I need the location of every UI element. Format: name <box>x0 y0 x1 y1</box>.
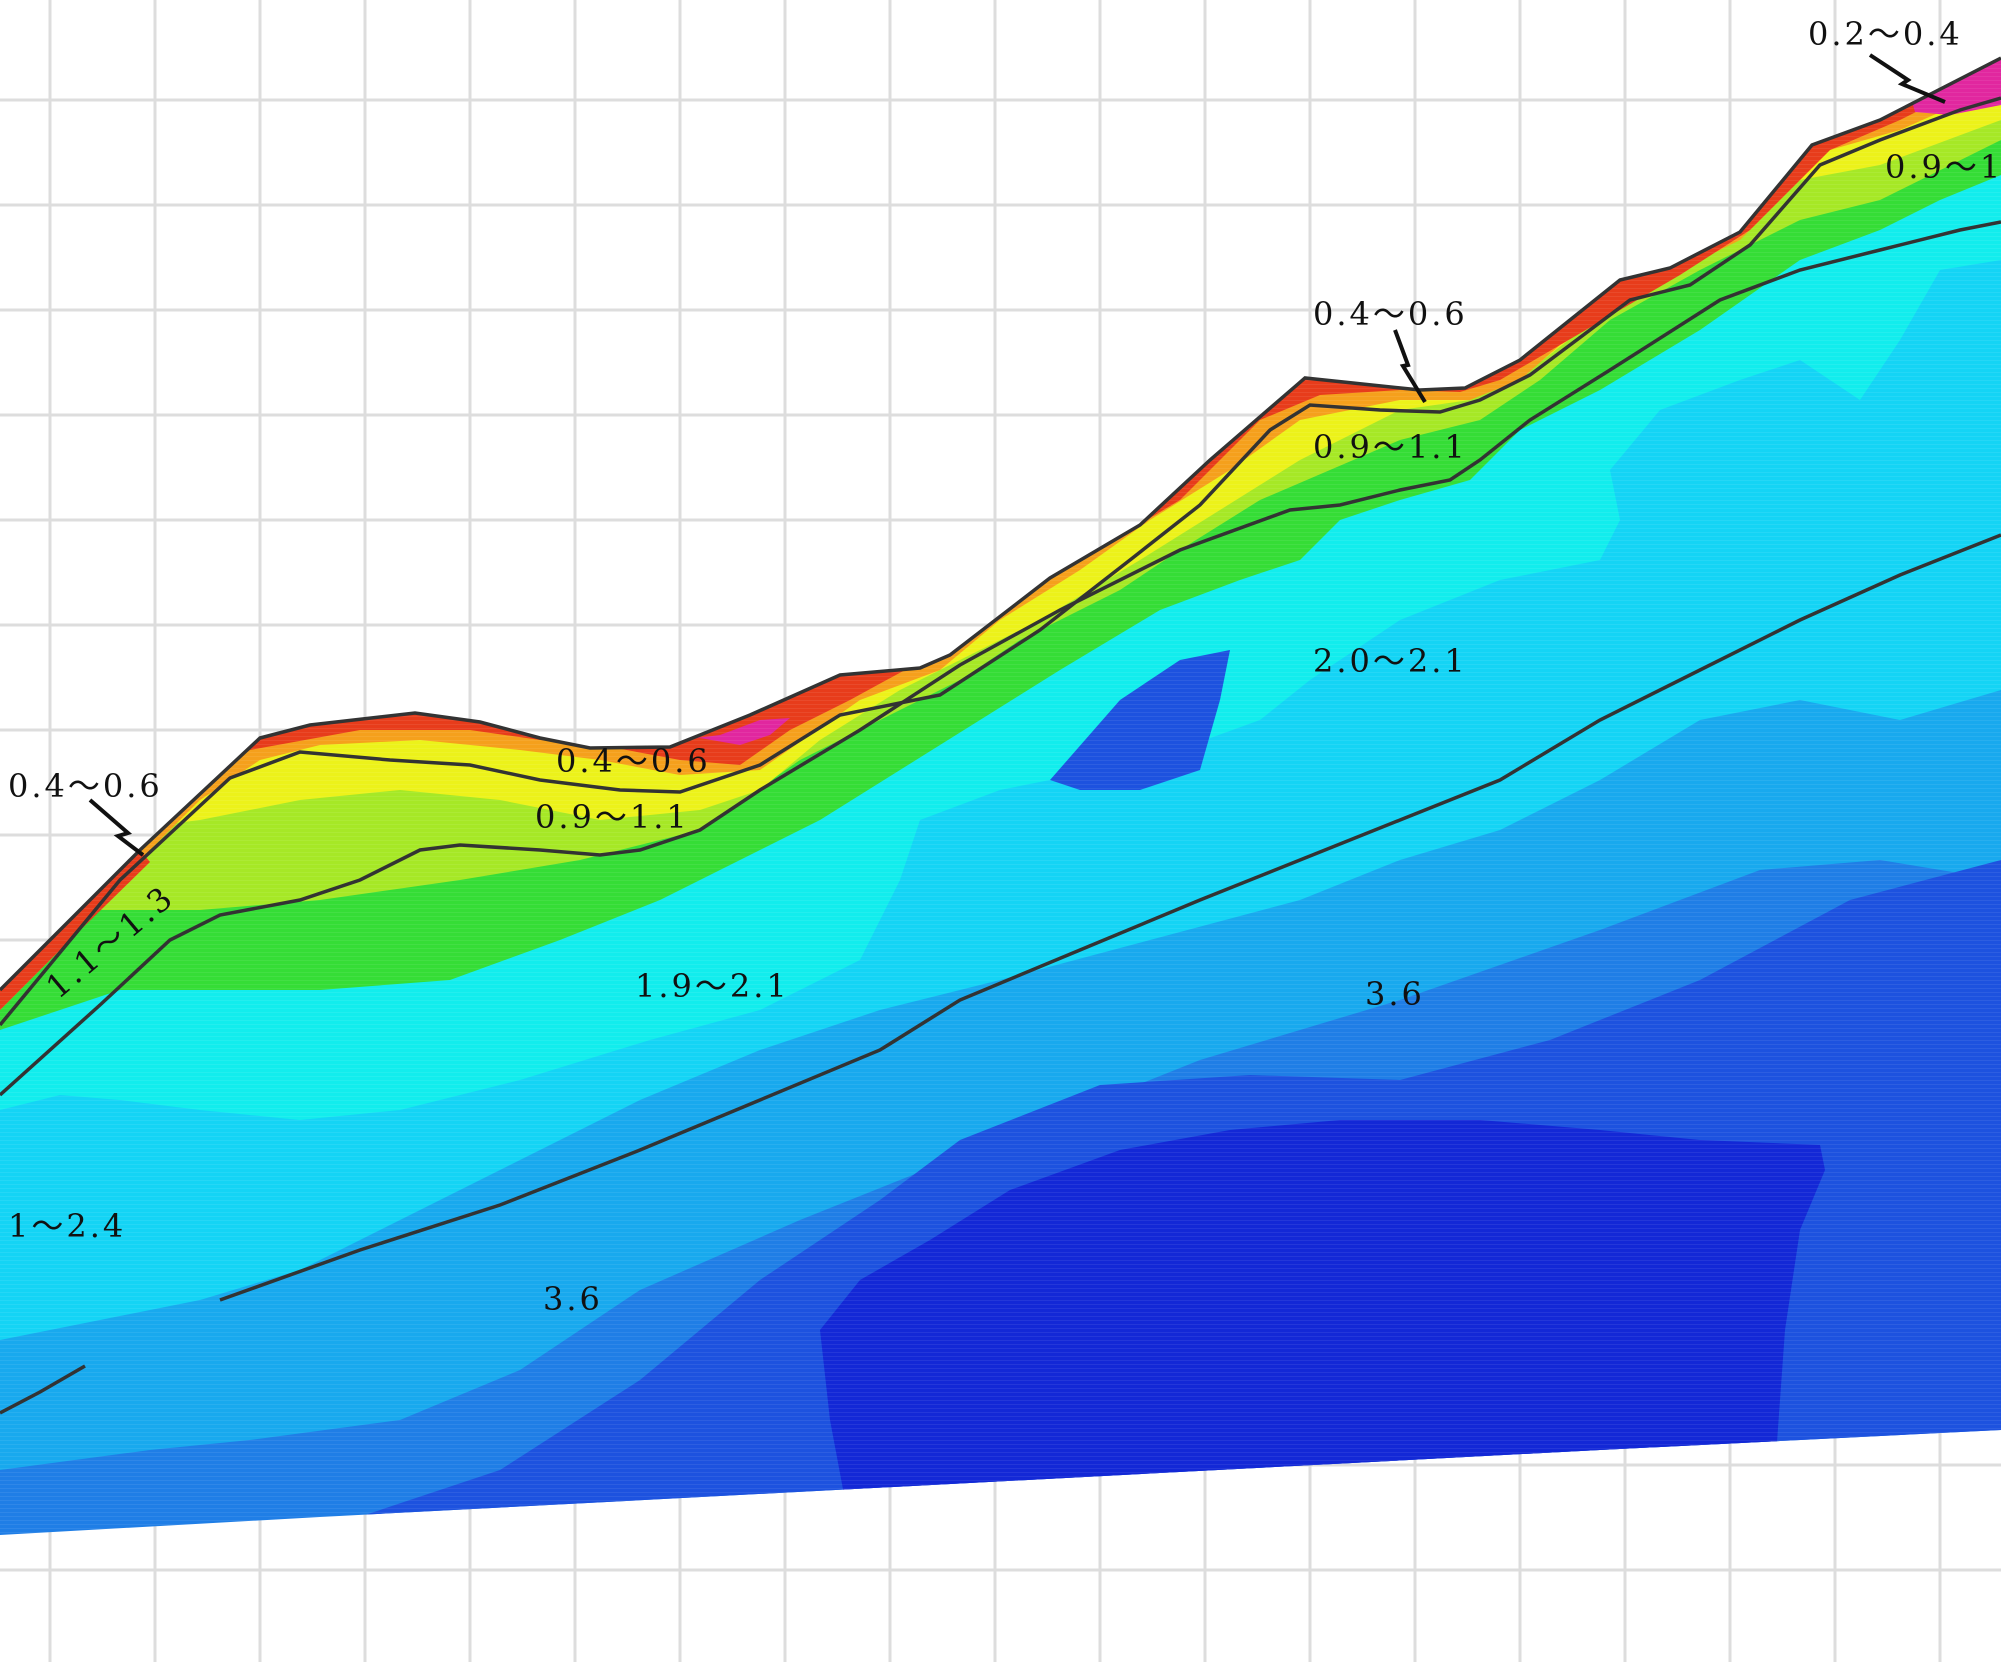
label-0.4-0.6-left: 0.4～0.6 <box>8 767 163 805</box>
label-0.4-0.6-center: 0.4～0.6 <box>1313 295 1468 333</box>
contour-lines <box>0 56 2001 1415</box>
label-3.6-lower: 3.6 <box>543 1280 603 1318</box>
surface-outline <box>0 56 2001 992</box>
label-0.9-1.1-center: 0.9～1.1 <box>1313 428 1468 466</box>
leader-0.2-0.4-top-right <box>1868 53 1946 104</box>
leader-lines <box>88 53 1946 857</box>
label-0.9-1.1-valley: 0.9～1.1 <box>535 798 690 836</box>
label-0.9-1-top-right: 0.9～1 <box>1885 148 2001 186</box>
leader-0.4-0.6-center <box>1393 329 1427 404</box>
contour-line-2 <box>0 220 2001 1097</box>
label-1-2.4-left: 1～2.4 <box>8 1207 126 1245</box>
label-3.6-right: 3.6 <box>1365 975 1425 1013</box>
label-0.4-0.6-valley: 0.4～0.6 <box>556 742 711 780</box>
contour-line-3 <box>219 533 2001 1302</box>
contour-line-1 <box>0 96 2001 1027</box>
label-0.2-0.4-top-right: 0.2～0.4 <box>1808 15 1963 53</box>
contour-line-4 <box>0 1364 86 1415</box>
leader-0.4-0.6-left <box>88 798 145 857</box>
label-1.9-2.1: 1.9～2.1 <box>635 967 790 1005</box>
label-2.0-2.1: 2.0～2.1 <box>1313 642 1468 680</box>
